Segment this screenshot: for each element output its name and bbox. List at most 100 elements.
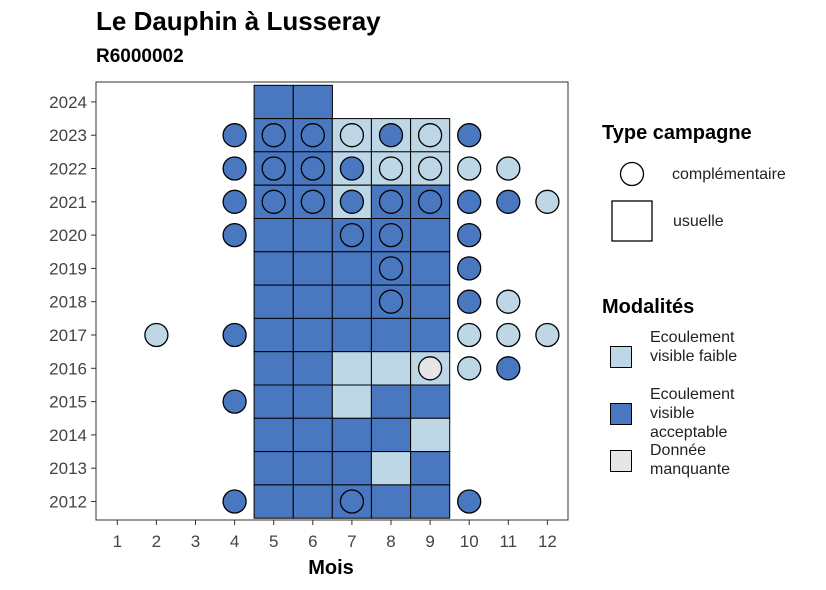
point-circle (339, 189, 365, 214)
legend-fill-label-missing: Donnée manquante (650, 442, 731, 478)
x-axis: 1 2 3 4 5 6 7 8 9 10 11 12 (113, 520, 557, 551)
x-tick-label: 5 (269, 532, 278, 551)
x-tick-label: 7 (347, 532, 356, 551)
tile-square (331, 317, 372, 353)
legend-fill-key-missing (610, 450, 632, 472)
tile-square (292, 484, 333, 519)
tile-square (370, 417, 411, 453)
tile-square (253, 484, 294, 519)
tile-square (370, 317, 411, 353)
x-tick-label: 11 (499, 532, 517, 551)
legend-fill-title: Modalités (602, 296, 695, 318)
point-circle (378, 256, 404, 281)
tile-square (253, 251, 294, 286)
legend-shape-keys (611, 161, 653, 242)
point-circle (457, 189, 482, 214)
point-circle (378, 289, 404, 314)
tile-square (292, 84, 333, 120)
plot-border (95, 81, 569, 521)
x-tick-label: 10 (460, 532, 479, 551)
point-circle (535, 189, 560, 214)
point-circle (222, 489, 247, 514)
point-circle (457, 156, 482, 181)
tile-square (253, 284, 294, 319)
x-axis-label: Mois (308, 557, 354, 579)
tile-square (292, 384, 333, 419)
point-circle (417, 123, 443, 148)
point-circle (417, 189, 443, 214)
point-circle (222, 156, 247, 181)
tile-square (292, 351, 333, 386)
y-tick-label: 2014 (49, 426, 87, 445)
point-circle (222, 222, 247, 248)
y-tick-label: 2020 (49, 226, 87, 245)
legend-shape-label-square: usuelle (673, 213, 724, 230)
point-circle (496, 189, 521, 214)
tile-square (370, 484, 411, 519)
legend-fill-key-acceptable (610, 403, 632, 425)
tile-square (410, 317, 451, 353)
tile-square (331, 451, 372, 486)
legend-fill-key-faible (610, 346, 632, 368)
tile-square (410, 417, 451, 453)
point-circle (417, 356, 443, 381)
tile-square (253, 218, 294, 253)
tile-square (370, 384, 411, 419)
y-tick-label: 2024 (49, 93, 87, 112)
point-circle (378, 123, 404, 148)
point-circle (417, 156, 443, 181)
y-tick-label: 2016 (49, 359, 87, 378)
point-circle (496, 156, 521, 181)
point-circle (339, 123, 365, 148)
tile-square (292, 317, 333, 353)
point-circle (339, 156, 365, 181)
legend-shape-key-square (611, 200, 653, 242)
tile-square (292, 417, 333, 453)
tile-square (331, 384, 372, 419)
x-tick-label: 8 (386, 532, 395, 551)
point-circle (222, 189, 247, 214)
point-circle (457, 489, 482, 514)
legend-fill-label-faible: Ecoulement visible faible (650, 329, 738, 365)
point-circle (496, 289, 521, 314)
y-tick-label: 2013 (49, 459, 87, 478)
point-circle (300, 189, 325, 214)
point-circle (261, 156, 286, 181)
point-circle (496, 356, 521, 381)
tile-square (253, 417, 294, 453)
point-circle (300, 123, 325, 148)
point-circle (457, 123, 482, 148)
y-tick-label: 2015 (49, 393, 87, 412)
point-circle (300, 156, 325, 181)
chart-title: Le Dauphin à Lusseray (96, 6, 381, 36)
point-circle (535, 322, 560, 348)
y-tick-label: 2019 (49, 259, 87, 278)
x-tick-label: 1 (113, 532, 122, 551)
tile-square (292, 284, 333, 319)
tile-square (253, 451, 294, 486)
x-tick-label: 4 (230, 532, 239, 551)
point-circle (144, 322, 169, 348)
point-circle (222, 322, 247, 348)
point-circle (457, 356, 482, 381)
tile-square (292, 251, 333, 286)
tile-square (253, 84, 294, 120)
legend-fill-label-acceptable: Ecoulement visible acceptable (650, 386, 735, 441)
squares-layer (253, 84, 451, 519)
point-circle (457, 289, 482, 314)
point-circle (457, 322, 482, 348)
point-circle (339, 489, 365, 514)
tile-square (410, 251, 451, 286)
x-tick-label: 6 (308, 532, 317, 551)
tile-square (331, 284, 372, 319)
legend-shape-key-circle (619, 161, 645, 187)
x-tick-label: 2 (152, 532, 161, 551)
point-circle (378, 222, 404, 248)
chart-subtitle: R6000002 (96, 46, 184, 67)
point-circle (378, 189, 404, 214)
x-tick-label: 12 (538, 532, 557, 551)
y-tick-label: 2021 (49, 193, 87, 212)
y-axis: 2012 2013 2014 2015 2016 2017 2018 2019 2020 2021… (49, 93, 96, 512)
tile-square (292, 451, 333, 486)
